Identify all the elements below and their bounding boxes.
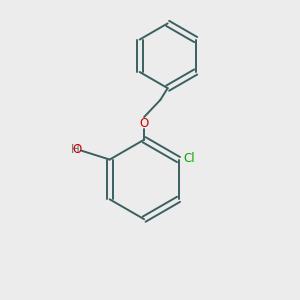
- Text: O: O: [140, 117, 149, 130]
- Text: H: H: [70, 143, 80, 156]
- Text: O: O: [73, 143, 82, 156]
- Text: Cl: Cl: [184, 152, 196, 165]
